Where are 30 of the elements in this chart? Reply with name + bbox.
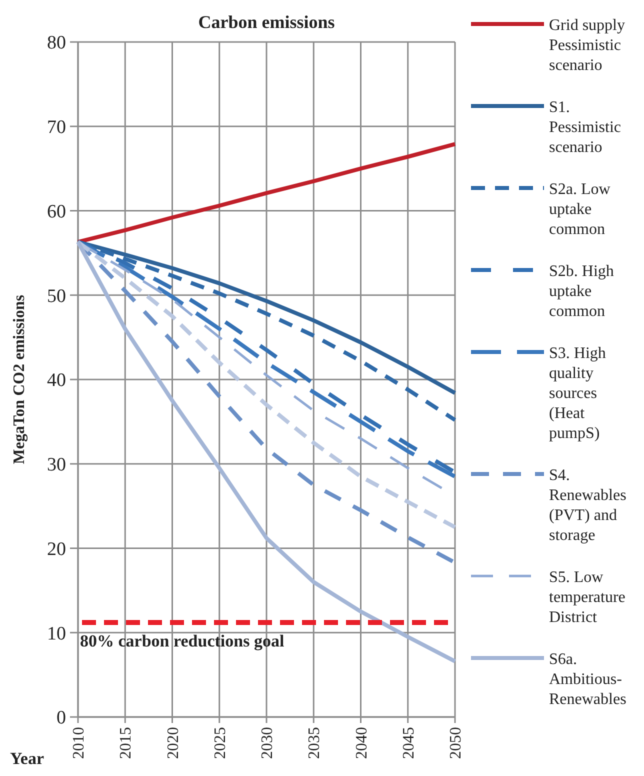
y-tick-label: 30 — [47, 454, 66, 476]
legend-label: Grid supply Pessimistic scenario — [549, 17, 625, 74]
x-tick-label: 2015 — [118, 727, 135, 759]
y-tick-label: 50 — [47, 286, 66, 307]
y-tick-label: 80 — [47, 32, 66, 54]
legend-label: S3. High quality sources (Heat pumpS) — [549, 345, 606, 442]
x-tick-label: 2025 — [212, 727, 229, 759]
chart-title: Carbon emissions — [198, 12, 335, 32]
x-tick-label: 2035 — [306, 727, 324, 759]
y-tick-label: 0 — [56, 708, 66, 729]
legend-label: S2a. Low uptake common — [549, 181, 611, 238]
y-tick-label: 10 — [47, 623, 66, 644]
x-tick-label: 2030 — [259, 727, 276, 759]
x-tick-label: 2020 — [164, 727, 182, 759]
legend-label: S1. Pessimistic scenario — [549, 99, 622, 156]
x-axis-title: Year — [10, 749, 44, 768]
x-tick-label: 2010 — [70, 727, 88, 759]
y-tick-label: 60 — [47, 201, 66, 222]
y-axis-title: MegaTon CO2 emissions — [11, 294, 28, 464]
legend-label: S4. Renewables (PVT) and storage — [549, 467, 626, 544]
x-tick-label: 2040 — [353, 727, 370, 759]
y-tick-label: 40 — [47, 370, 66, 392]
x-tick-label: 2050 — [448, 727, 465, 759]
legend-label: S2b. High uptake common — [549, 263, 614, 320]
y-tick-label: 20 — [47, 538, 66, 560]
x-tick-label: 2045 — [400, 727, 418, 759]
ref-line-label: 80% carbon reductions goal — [80, 632, 284, 650]
y-tick-label: 70 — [47, 117, 66, 138]
legend-label: S5. Low temperature District — [549, 569, 626, 626]
legend-label: S6a. Ambitious-Renewables — [549, 651, 626, 708]
